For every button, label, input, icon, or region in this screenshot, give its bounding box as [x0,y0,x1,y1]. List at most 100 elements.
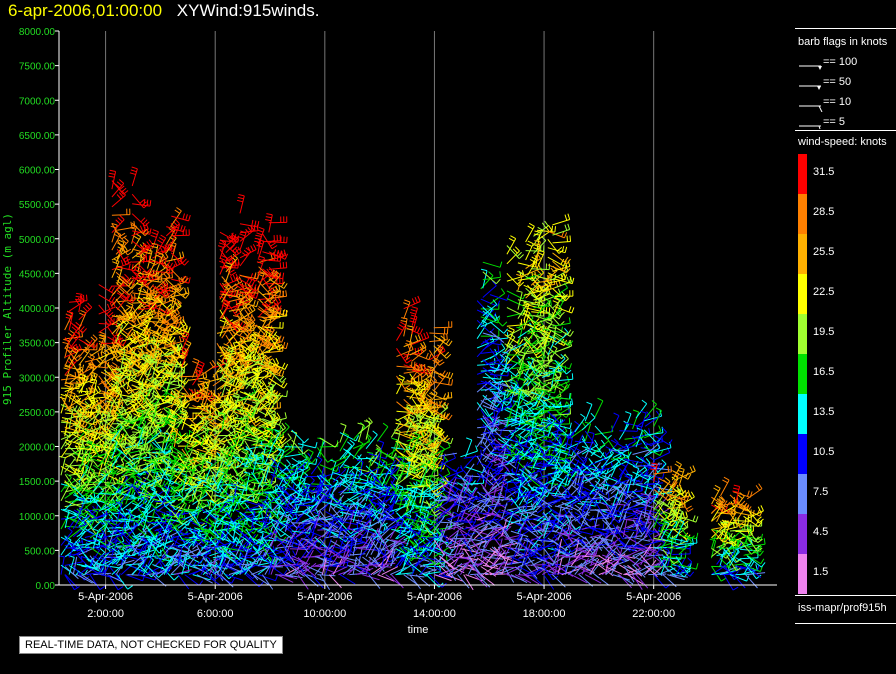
barb-flag [281,370,285,377]
wind-barb [81,537,99,546]
wind-barb [125,387,144,392]
wind-barb [132,456,151,460]
barb-flag [136,444,143,447]
barb-flag [99,548,106,553]
barb-flag [74,422,80,427]
wind-barb [64,434,79,447]
wind-barb [78,348,97,351]
wind-barb [131,168,138,187]
barb-flag [136,475,142,480]
barb-flag [135,252,143,255]
wind-barb [145,378,163,388]
barb-flag [144,230,150,236]
barb-flag [237,196,244,200]
barb-flag [100,473,106,478]
wind-barb [145,525,157,541]
wind-barb [137,323,149,339]
wind-barb [68,356,79,373]
barb-flag [117,337,124,342]
wind-barb [89,512,99,529]
barb-flag [76,419,82,425]
barb-flag [144,310,150,315]
wind-barb [72,513,84,530]
barb-flag [123,245,128,252]
wind-barb [64,503,83,508]
wind-barb [121,518,140,522]
barb-flag [153,351,160,357]
barb-flag [146,241,151,247]
wind-barb [125,304,134,322]
barb-flag [231,577,236,584]
wind-barb [107,490,119,506]
wind-barb [147,461,155,479]
wind-barb [84,564,102,573]
wind-barb [116,420,128,436]
barb-flag [254,272,257,279]
barb-flag [106,400,113,403]
wind-barb [86,443,94,461]
wind-barb [147,571,166,576]
barb-flag [109,302,114,309]
wind-barb [76,574,93,584]
barb-flag [153,390,159,396]
barb-flag [152,229,159,233]
wind-barb [106,346,119,362]
barb-flag [75,485,81,490]
wind-barb [111,281,124,297]
barb-flag [116,447,122,453]
wind-barb [115,375,122,393]
barb-flag [59,455,66,459]
barb-flag [135,532,141,537]
wind-barb [117,351,135,360]
barb-flag [118,496,125,501]
wind-barb [65,464,84,467]
wind-barb [65,500,83,508]
barb-flag [187,326,191,333]
wind-barb [125,523,143,531]
wind-barb [103,396,121,405]
barb-flag [124,372,131,375]
barb-flag [126,304,132,309]
barb-flag [123,291,129,297]
barb-flag [131,415,137,421]
barb-flag [185,293,190,299]
wind-barb [64,463,81,473]
wind-barb [115,530,134,538]
barb-flag [114,332,120,337]
barb-flag [78,344,83,350]
barb-flag [104,467,109,474]
barb-flag [179,335,182,343]
barb-flag [133,268,140,273]
wind-barb [131,561,145,575]
barb-flag [111,296,116,303]
barb-flag [141,484,148,488]
barb-flag [114,341,120,345]
wind-barb [131,490,146,503]
barb-flag [119,232,126,237]
wind-barb [143,278,162,283]
barb-flag [113,233,120,238]
barb-flag [143,333,150,336]
barb-flag [121,293,127,299]
barb-flag [87,302,93,308]
barb-flag [73,467,78,474]
wind-barb [111,552,127,565]
wind-barb [125,439,136,456]
barb-flag [166,303,172,309]
barb-flag [217,245,224,248]
wind-barb [68,547,87,553]
barb-flag [129,227,136,230]
barb-flag [126,294,131,300]
barb-flag [128,433,135,438]
barb-flag [143,203,149,209]
wind-barb [116,485,126,503]
wind-barbs [58,166,766,591]
barb-flag [116,181,123,187]
barb-flag [67,382,74,386]
barb-flag [216,373,219,380]
barb-flag [142,228,148,234]
wind-barb [81,483,100,486]
barb-flag [182,213,185,220]
wind-barb [84,338,98,353]
